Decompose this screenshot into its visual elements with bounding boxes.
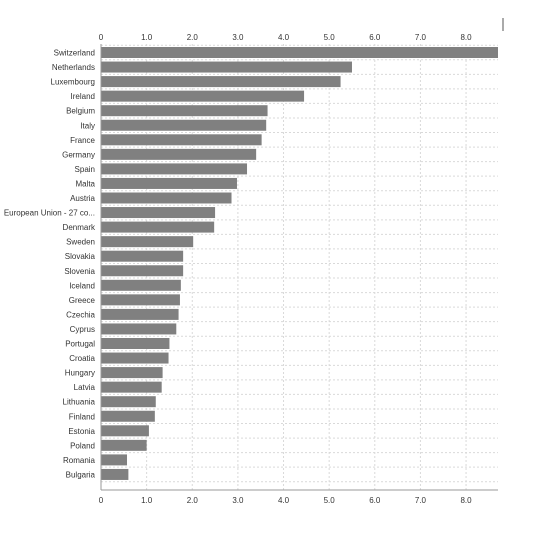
bottom-tick-label: 3.0 <box>232 496 244 505</box>
category-label: Denmark <box>63 223 96 232</box>
bar <box>101 308 179 320</box>
top-tick-label: 8.0 <box>460 33 472 42</box>
category-label: Ireland <box>71 92 95 101</box>
category-label: Netherlands <box>52 63 95 72</box>
bottom-axis-ticks: 0 1.0 2.0 3.0 4.0 5.0 6.0 7.0 8.0 <box>99 496 472 505</box>
category-label: Iceland <box>69 281 95 290</box>
category-label: European Union - 27 co... <box>4 209 95 218</box>
bar <box>101 468 129 480</box>
category-label: Slovakia <box>65 252 96 261</box>
bar <box>101 221 215 233</box>
bar <box>101 279 181 291</box>
top-tick-label: 3.0 <box>232 33 244 42</box>
top-tick-label: 2.0 <box>187 33 199 42</box>
category-label: Belgium <box>66 107 95 116</box>
top-tick-label: 4.0 <box>278 33 290 42</box>
bar <box>101 90 305 102</box>
category-label: Slovenia <box>64 267 95 276</box>
bottom-tick-label: 6.0 <box>369 496 381 505</box>
category-label: Bulgaria <box>66 470 96 479</box>
bar <box>101 105 268 117</box>
bar <box>101 294 180 306</box>
top-tick-label: 7.0 <box>415 33 427 42</box>
top-axis-ticks: 0 1.0 2.0 3.0 4.0 5.0 6.0 7.0 8.0 <box>99 33 472 42</box>
bar <box>101 61 352 73</box>
bar <box>101 148 257 160</box>
category-label: Estonia <box>68 427 95 436</box>
category-label: France <box>70 136 95 145</box>
bar <box>101 236 194 248</box>
bottom-tick-label: 0 <box>99 496 104 505</box>
category-label: Portugal <box>65 340 95 349</box>
category-label: Croatia <box>69 354 95 363</box>
bar <box>101 207 216 219</box>
bar <box>101 338 170 349</box>
bottom-tick-label: 7.0 <box>415 496 427 505</box>
category-label: Malta <box>75 179 95 188</box>
category-label: Hungary <box>65 369 95 378</box>
bottom-tick-label: 4.0 <box>278 496 290 505</box>
bottom-tick-label: 5.0 <box>324 496 336 505</box>
category-labels: Switzerland Netherlands Luxembourg Ireland B… <box>4 49 96 480</box>
bottom-tick-label: 1.0 <box>141 496 153 505</box>
bar <box>101 47 498 58</box>
bar <box>101 425 149 437</box>
bar <box>101 192 232 204</box>
bar <box>101 381 162 393</box>
bar <box>101 410 155 422</box>
category-label: Romania <box>63 456 96 465</box>
bar <box>101 439 147 451</box>
bottom-tick-label: 8.0 <box>460 496 472 505</box>
bar <box>101 323 177 335</box>
category-label: Sweden <box>66 238 95 247</box>
top-tick-label: 1.0 <box>141 33 153 42</box>
category-label: Lithuania <box>63 398 96 407</box>
category-label: Spain <box>75 165 95 174</box>
category-label: Germany <box>62 150 95 159</box>
category-label: Poland <box>70 441 95 450</box>
top-tick-label: 0 <box>99 33 104 42</box>
top-tick-label: 5.0 <box>324 33 336 42</box>
category-label: Italy <box>80 121 95 130</box>
bar <box>101 454 128 466</box>
bar <box>101 396 156 408</box>
bars <box>101 47 498 480</box>
category-label: Switzerland <box>54 49 95 58</box>
bar <box>101 352 169 364</box>
bar <box>101 163 248 175</box>
bar <box>101 119 267 131</box>
bar <box>101 76 341 88</box>
bottom-tick-label: 2.0 <box>187 496 199 505</box>
category-label: Luxembourg <box>51 78 95 87</box>
top-tick-label: 6.0 <box>369 33 381 42</box>
bar <box>101 134 262 146</box>
category-label: Cyprus <box>70 325 95 334</box>
category-label: Latvia <box>74 383 96 392</box>
bar <box>101 265 184 277</box>
category-label: Czechia <box>66 310 95 319</box>
category-label: Greece <box>69 296 96 305</box>
category-label: Austria <box>70 194 95 203</box>
bar <box>101 367 163 379</box>
category-label: Finland <box>69 412 95 421</box>
bar <box>101 250 184 262</box>
bar <box>101 177 237 189</box>
